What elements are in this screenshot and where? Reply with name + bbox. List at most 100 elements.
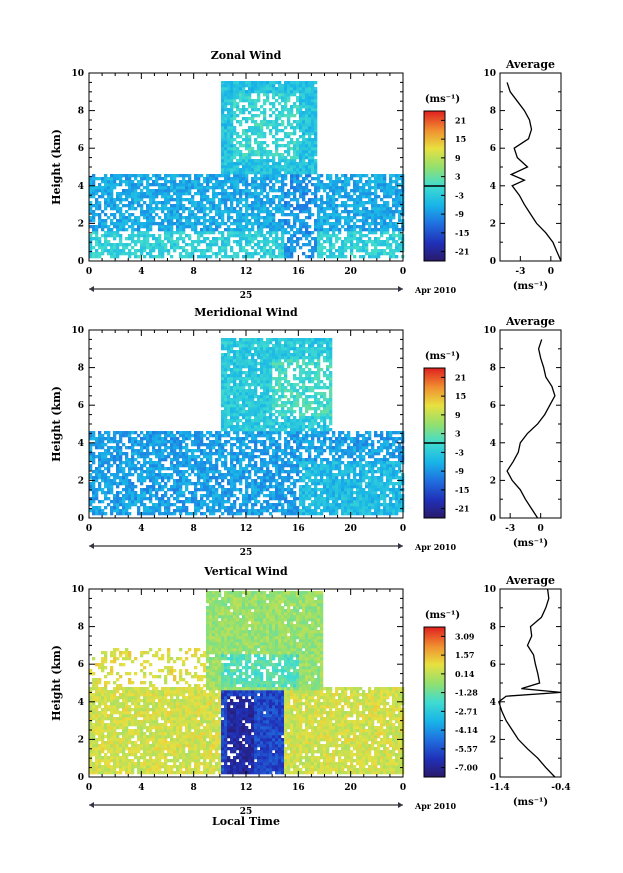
heatmap-cell [251,168,255,172]
heatmap-cell [386,186,390,190]
heatmap-cell [263,147,267,151]
heatmap-cell [161,207,165,211]
heatmap-cell [104,246,108,250]
heatmap-cell [365,500,369,504]
heatmap-cell [161,479,165,483]
heatmap-cell [230,105,234,109]
heatmap-cell [128,494,132,498]
heatmap-cell [305,162,309,166]
heatmap-cell [347,213,351,217]
heatmap-cell [299,117,303,121]
heatmap-cell [128,485,132,489]
heatmap-cell [263,443,267,447]
heatmap-cell [257,126,261,130]
heatmap-cell [374,210,378,214]
heatmap-cell [224,467,228,471]
heatmap-cell [92,461,96,465]
heatmap-cell [392,509,396,513]
heatmap-cell [128,491,132,495]
heatmap-cell [395,476,399,480]
heatmap-cell [188,237,192,241]
heatmap-cell [299,147,303,151]
heatmap-cell [194,467,198,471]
heatmap-cell [224,99,228,103]
heatmap-cell [284,479,288,483]
heatmap-cell [152,449,156,453]
heatmap-cell [356,446,360,450]
heatmap-cell [260,204,264,208]
heatmap-cell [245,129,249,133]
heatmap-cell [95,473,99,477]
heatmap-cell [341,485,345,489]
heatmap-cell [371,449,375,453]
heatmap-cell [230,111,234,115]
heatmap-cell [302,84,306,88]
heatmap-cell [356,488,360,492]
heatmap-cell [245,222,249,226]
heatmap-cell [239,81,243,85]
heatmap-cell [383,509,387,513]
heatmap-cell [209,509,213,513]
heatmap-cell [146,225,150,229]
heatmap-cell [266,249,270,253]
heatmap-cell [215,470,219,474]
heatmap-cell [263,461,267,465]
heatmap-cell [233,96,237,100]
heatmap-cell [194,180,198,184]
heatmap-cell [134,186,138,190]
heatmap-cell [269,165,273,169]
heatmap-cell [317,455,321,459]
heatmap-cell [263,117,267,121]
heatmap-cell [233,503,237,507]
heatmap-cell [251,246,255,250]
heatmap-cell [236,228,240,232]
heatmap-cell [140,192,144,196]
heatmap-cell [269,473,273,477]
x-tick-label: 20 [344,267,357,277]
heatmap-cell [284,476,288,480]
heatmap-cell [365,473,369,477]
heatmap-cell [194,500,198,504]
heatmap-cell [182,216,186,220]
heatmap-cell [356,231,360,235]
heatmap-cell [110,195,114,199]
heatmap-cell [116,443,120,447]
heatmap-cell [260,461,264,465]
heatmap-cell [311,84,315,88]
heatmap-cell [230,476,234,480]
heatmap-cell [233,189,237,193]
heatmap-cell [152,479,156,483]
heatmap-cell [236,225,240,229]
heatmap-cell [254,231,258,235]
heatmap-cell [227,99,231,103]
heatmap-cell [272,449,276,453]
heatmap-cell [164,180,168,184]
heatmap-cell [149,213,153,217]
heatmap-cell [179,491,183,495]
heatmap-cell [338,461,342,465]
heatmap-cell [314,488,318,492]
heatmap-cell [302,497,306,501]
heatmap-cell [269,114,273,118]
heatmap-cell [284,509,288,513]
heatmap-cell [350,240,354,244]
heatmap-cell [188,455,192,459]
heatmap-cell [251,485,255,489]
heatmap-cell [338,455,342,459]
heatmap-cell [179,255,183,259]
heatmap-cell [311,168,315,172]
heatmap-cell [224,87,228,91]
heatmap-cell [368,189,372,193]
heatmap-cell [359,452,363,456]
heatmap-cell [305,237,309,241]
heatmap-cell [161,443,165,447]
heatmap-cell [329,485,333,489]
heatmap-cell [308,494,312,498]
heatmap-cell [236,114,240,118]
heatmap-cell [113,449,117,453]
heatmap-cell [362,506,366,510]
heatmap-cell [260,87,264,91]
heatmap-cell [269,180,273,184]
heatmap-cell [194,497,198,501]
heatmap-cell [257,216,261,220]
